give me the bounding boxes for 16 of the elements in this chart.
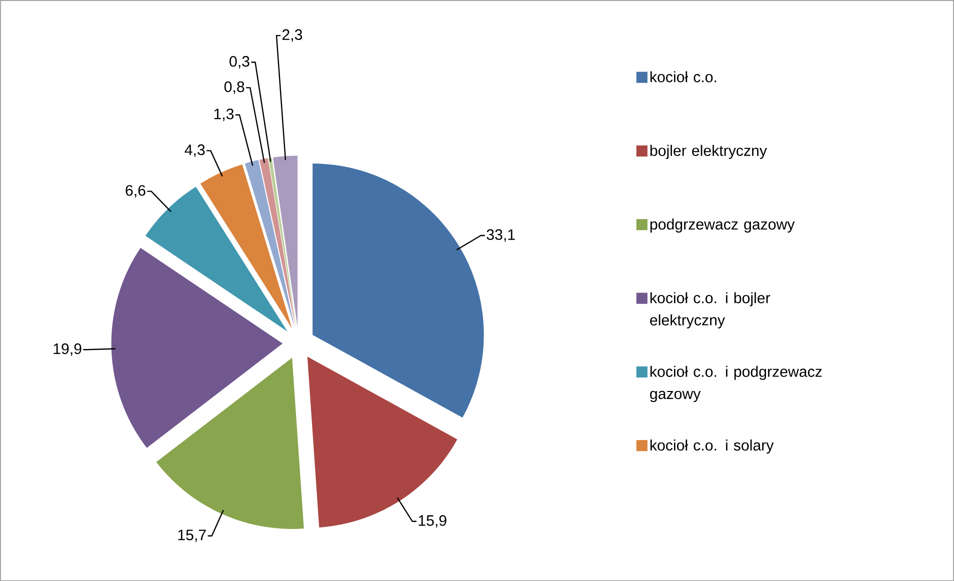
data-label: 1,3 bbox=[214, 108, 234, 121]
data-label: 6,6 bbox=[126, 184, 146, 198]
data-label: 19,9 bbox=[54, 343, 82, 356]
data-label: 15,7 bbox=[178, 530, 206, 542]
legend-label: kocioł c.o. i podgrzewacz gazowy bbox=[650, 366, 822, 402]
data-label: 0,3 bbox=[230, 56, 250, 68]
legend-label: kocioł c.o. i solary bbox=[650, 439, 774, 454]
data-label: 33,1 bbox=[486, 229, 515, 242]
data-label: 2,3 bbox=[282, 29, 302, 42]
legend-label: bojler elektryczny bbox=[650, 144, 767, 159]
data-label: 15,9 bbox=[418, 515, 446, 528]
legend-label: kocioł c.o. bbox=[650, 71, 716, 82]
data-label: 0,8 bbox=[224, 81, 244, 94]
legend-label: podgrzewacz gazowy bbox=[650, 218, 795, 232]
legend-label: kocioł c.o. i bojler elektryczny bbox=[650, 292, 770, 328]
data-label: 4,3 bbox=[184, 144, 205, 157]
